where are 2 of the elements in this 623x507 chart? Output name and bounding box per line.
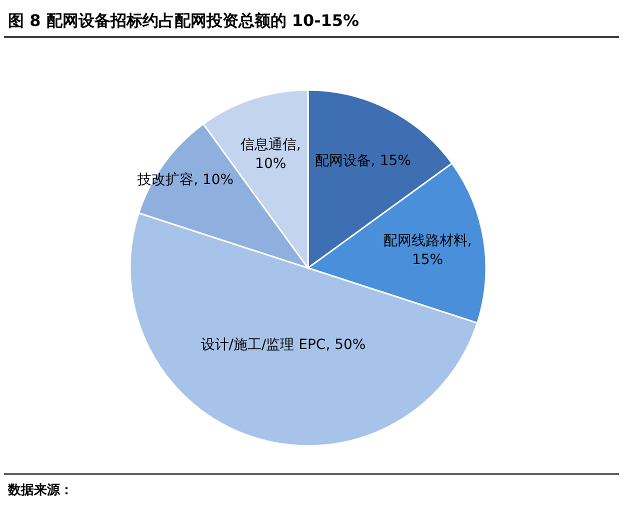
annotation: 数据来源： xyxy=(8,483,73,498)
title: 图 8 配网设备招标约占配网投资总额的 10-15% xyxy=(8,11,360,30)
